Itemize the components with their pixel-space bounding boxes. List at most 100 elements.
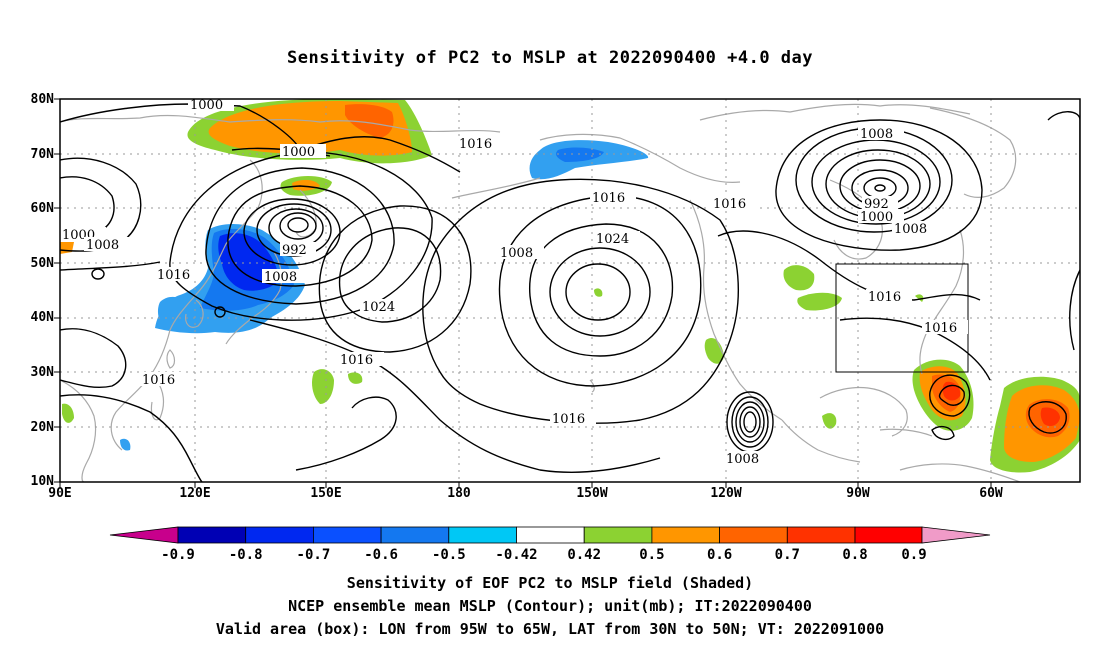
contour-tlow-2 (739, 406, 761, 438)
contour-labels: 1000 1000 1000 1008 992 1008 1016 1016 1… (60, 98, 968, 467)
colorbar-segment (516, 526, 585, 544)
contour-clow-8 (775, 119, 983, 251)
coast-korea (185, 299, 204, 328)
contour-atl-r (1069, 269, 1080, 351)
contour-sib-4 (60, 328, 127, 389)
shade-green-mid (594, 288, 603, 297)
contour-label-1008-a: 1008 (86, 238, 119, 253)
footer-line-1: Sensitivity of EOF PC2 to MSLP field (Sh… (346, 574, 754, 592)
contour-label-1016-f: 1016 (552, 412, 585, 427)
contour-sib-7 (214, 306, 226, 318)
lat-label-70n: 70N (30, 147, 54, 162)
contour-1016-bottom (295, 396, 397, 471)
lat-label-10n: 10N (30, 474, 54, 489)
colorbar-right-triangle (921, 526, 991, 544)
lon-label-90e: 90E (48, 486, 72, 501)
shade-green-31n (348, 372, 363, 384)
coast-hudson (829, 179, 883, 260)
contour-high-1024-a (338, 227, 442, 323)
lat-label-40n: 40N (30, 310, 54, 325)
lat-label-20n: 20N (30, 420, 54, 435)
gridlines (60, 99, 1080, 482)
contour-label-992-b: 992 (864, 197, 889, 212)
plot-title: Sensitivity of PC2 to MSLP at 2022090400… (286, 48, 813, 68)
shade-green-gulf (822, 413, 837, 429)
colorbar-label: 0.42 (567, 547, 601, 563)
coast-asia-north (60, 114, 501, 133)
colorbar-segment (719, 526, 788, 544)
contour-tlow-5 (726, 391, 774, 453)
shade-cyan-18n (120, 438, 131, 451)
lat-label-60n: 60N (30, 201, 54, 216)
contour-label-992-a: 992 (282, 243, 307, 258)
shade-atl-red (1040, 407, 1060, 426)
contour-label-1016-i: 1016 (924, 321, 957, 336)
lat-label-80n: 80N (30, 92, 54, 107)
shade-green-sea (62, 403, 74, 423)
contour-high-b2 (549, 247, 651, 337)
shade-green-45n (783, 265, 815, 291)
colorbar-segment (312, 526, 382, 544)
colorbar-segment (651, 526, 721, 544)
contour-label-1000-a: 1000 (190, 98, 223, 113)
contour-high-1016-a (318, 205, 472, 353)
colorbar-label: -0.42 (495, 547, 537, 563)
colorbar-segment (177, 526, 247, 544)
lon-label-120w: 120W (710, 486, 742, 501)
contour-1016-long (249, 319, 661, 474)
contour-clow-1 (874, 184, 886, 192)
contour-high-b3 (529, 223, 674, 357)
shade-green-sh (915, 294, 924, 302)
shade-bering-blue (556, 147, 604, 162)
contour-high-b1 (565, 263, 631, 321)
contour-tlow-1 (743, 411, 757, 433)
contour-label-1008-e: 1008 (894, 222, 927, 237)
lon-label-180: 180 (447, 486, 471, 501)
colorbar-label: 0.7 (775, 547, 800, 563)
contour-label-1000-d: 1000 (860, 210, 893, 225)
contour-label-1008-b: 1008 (264, 270, 297, 285)
contour-clow-2 (863, 177, 897, 199)
shade-green-30n (312, 369, 334, 404)
axis-ticks (54, 98, 992, 488)
contour-sib-3 (60, 261, 161, 271)
contour-label-1024-a: 1024 (362, 300, 395, 315)
contour-label-1016-b: 1016 (459, 137, 492, 152)
contour-label-1008-f: 1008 (726, 452, 759, 467)
contour-1016-na (717, 230, 981, 301)
footer-line-3: Valid area (box): LON from 95W to 65W, L… (215, 620, 885, 638)
shade-arctic-darkorange (345, 104, 394, 138)
lon-label-60w: 60W (979, 486, 1003, 501)
shade-green-52n-left (60, 242, 74, 254)
coast-gulf (819, 386, 908, 437)
colorbar-segment (448, 526, 517, 544)
contour-sib-5 (60, 394, 203, 482)
contour-fl-3 (931, 425, 955, 441)
contour-sib-1 (60, 176, 115, 236)
colorbar-label: -0.6 (364, 547, 398, 563)
colorbar (109, 526, 991, 544)
contour-atl-high (1047, 111, 1080, 220)
contour-label-1016-h: 1016 (868, 290, 901, 305)
coast-taiwan (166, 349, 176, 369)
colorbar-segment (245, 526, 314, 544)
coast-philippines (150, 379, 165, 421)
contour-label-1016-d: 1016 (592, 191, 625, 206)
contour-low-3 (268, 208, 324, 248)
colorbar-label: 0.5 (639, 547, 664, 563)
coast-na-west (689, 199, 783, 421)
lon-label-150w: 150W (576, 486, 608, 501)
coast-hawaii (589, 379, 595, 393)
colorbar-segment (583, 526, 653, 544)
contour-tlow-4 (731, 396, 769, 448)
coast-na-east (919, 229, 965, 375)
contour-high-b4 (498, 195, 702, 387)
contour-low-5 (243, 198, 341, 266)
colorbar-label: -0.9 (161, 547, 195, 563)
contour-label-1000-b: 1000 (282, 145, 315, 160)
valid-area-box (835, 263, 969, 373)
colorbar-label: -0.5 (432, 547, 466, 563)
contour-sib-6 (91, 268, 105, 280)
shade-cyan-left (157, 296, 186, 330)
